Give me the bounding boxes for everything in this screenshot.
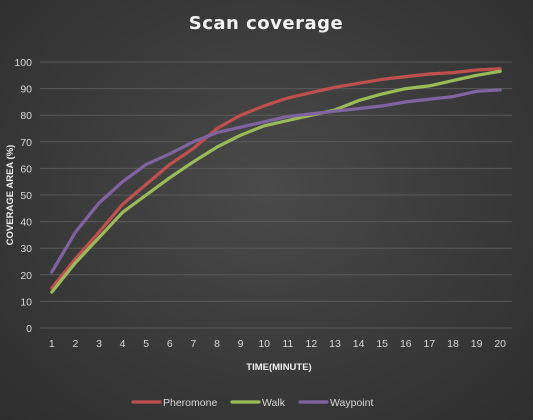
y-axis-label: COVERAGE AREA (%) [5,145,16,246]
legend-label-waypoint: Waypoint [330,397,373,409]
gridlines [40,61,512,329]
y-tick-label: 70 [20,137,32,149]
x-tick-label: 11 [282,338,293,350]
y-tick-label: 10 [20,296,32,308]
x-tick-label: 20 [494,338,506,350]
y-tick-label: 30 [20,243,32,255]
x-tick-label: 10 [258,338,270,350]
x-tick-label: 6 [167,338,173,350]
y-tick-label: 90 [20,84,32,96]
y-tick-label: 60 [20,163,32,175]
x-tick-label: 19 [471,338,483,350]
y-tick-label: 0 [26,323,32,335]
x-tick-label: 7 [190,338,196,350]
x-tick-label: 5 [143,338,149,350]
y-tick-label: 50 [20,190,32,202]
x-axis-label: TIME(MINUTE) [246,362,311,373]
x-tick-label: 18 [447,338,459,350]
series-line-pheromone [50,67,502,290]
x-tick-label: 8 [214,338,220,350]
x-tick-label: 12 [306,338,318,350]
x-tick-label: 17 [424,338,436,350]
series-line-waypoint [50,88,502,274]
series-line-walk [50,69,502,294]
legend-label-walk: Walk [262,397,286,409]
y-axis-ticks: 0 10 20 30 40 50 60 70 80 90 100 [14,57,32,335]
series-lines [50,67,502,294]
legend-label-pheromone: Pheromone [163,397,217,409]
x-tick-label: 13 [329,338,341,350]
x-tick-label: 1 [49,338,55,350]
y-tick-label: 20 [20,270,32,282]
y-tick-label: 40 [20,217,32,229]
x-tick-label: 9 [238,338,244,350]
y-tick-label: 100 [14,57,32,69]
chart-title: Scan coverage [189,13,343,34]
x-tick-label: 15 [376,338,388,350]
x-tick-label: 14 [353,338,365,350]
x-tick-label: 2 [72,338,78,350]
x-axis-ticks: 1 2 3 4 5 6 7 8 9 10 11 12 13 14 15 16 17 18 19 20 [49,338,506,350]
x-tick-label: 16 [400,338,412,350]
y-tick-label: 80 [20,110,32,122]
x-tick-label: 3 [96,338,102,350]
legend: Pheromone Walk Waypoint [131,397,373,409]
x-tick-label: 4 [120,338,126,350]
